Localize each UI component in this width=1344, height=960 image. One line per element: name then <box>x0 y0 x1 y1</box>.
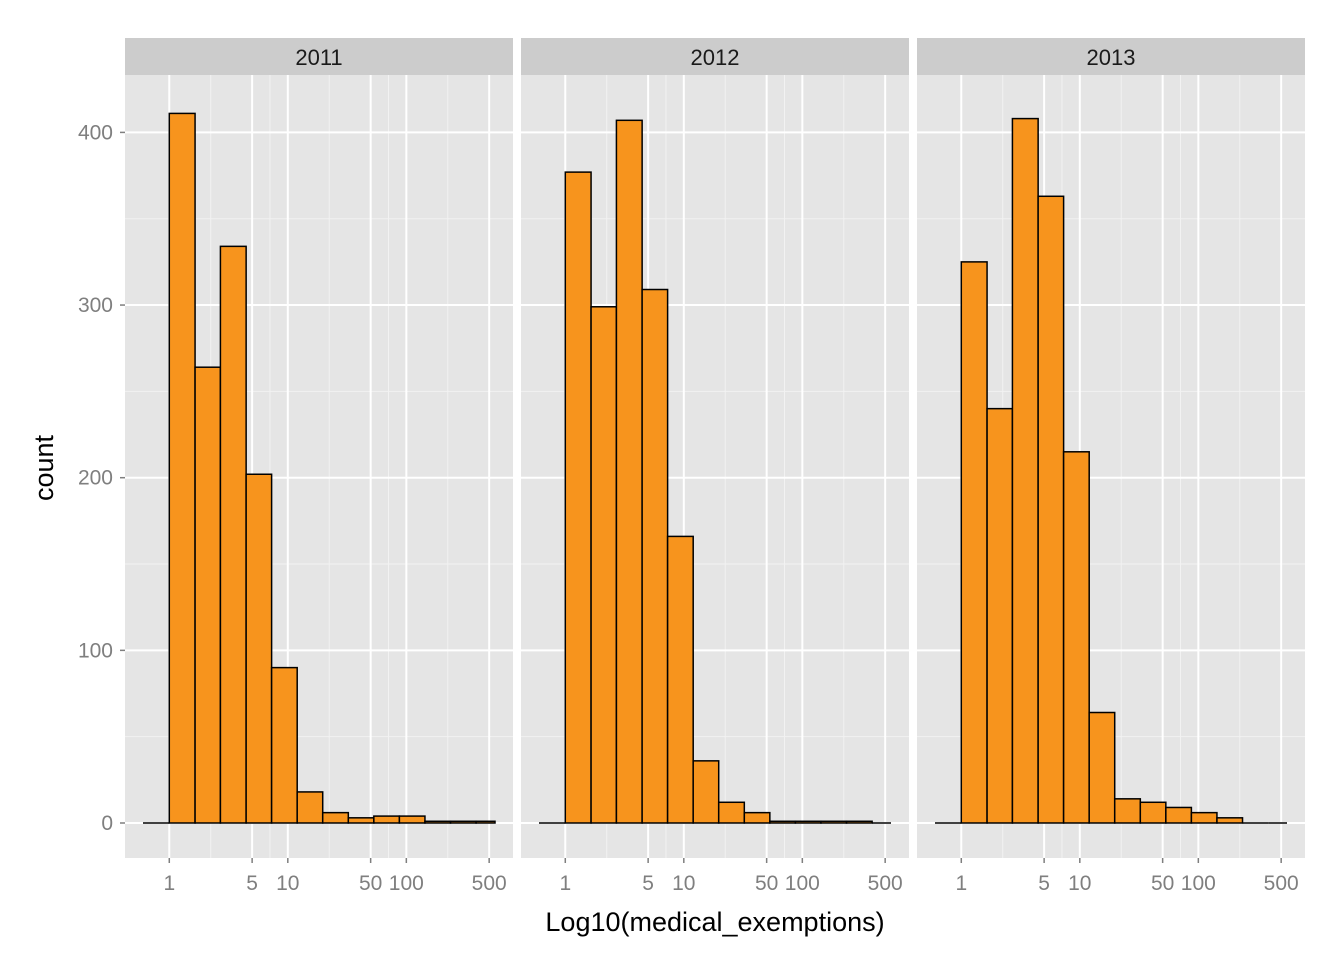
histogram-bar <box>245 473 273 824</box>
y-tick-label: 100 <box>78 639 113 662</box>
facet-panel-2011: 2011 1 5 10 50 100 500 <box>125 38 513 895</box>
y-tick-label: 200 <box>78 467 113 490</box>
facet-strip <box>917 38 1305 75</box>
x-tick-label: 500 <box>472 872 507 895</box>
y-axis: 0 100 200 300 400 <box>78 121 125 835</box>
facet-strip <box>125 38 513 75</box>
histogram-bar <box>666 535 694 824</box>
histogram-bar <box>1139 801 1167 824</box>
histogram-bar <box>347 817 375 824</box>
x-tick-label: 100 <box>1181 872 1216 895</box>
facet-strip-label: 2012 <box>691 45 740 70</box>
histogram-bar <box>373 815 401 824</box>
facet-strip <box>521 38 909 75</box>
histogram-bar <box>769 820 797 824</box>
histogram-bar <box>398 815 426 824</box>
x-tick-label: 100 <box>785 872 820 895</box>
histogram-bar <box>590 306 618 824</box>
y-tick-label: 400 <box>78 121 113 144</box>
x-tick-label: 50 <box>1151 872 1174 895</box>
histogram-bar <box>270 666 298 824</box>
histogram-bar <box>641 288 669 824</box>
x-tick-label: 5 <box>1038 872 1050 895</box>
histogram-bar <box>794 820 822 824</box>
facet-strip-label: 2013 <box>1087 45 1136 70</box>
histogram-bar <box>1037 195 1065 824</box>
x-tick-label: 10 <box>276 872 299 895</box>
x-tick-label: 100 <box>389 872 424 895</box>
histogram-bar <box>615 119 643 824</box>
x-tick-label: 1 <box>163 872 175 895</box>
histogram-bar <box>717 801 746 824</box>
histogram-bar <box>194 366 222 824</box>
histogram-bar <box>475 820 496 824</box>
facet-panel-2013: 2013 1 5 10 50 100 500 <box>917 38 1305 895</box>
x-tick-label: 1 <box>955 872 967 895</box>
histogram-bar <box>449 820 477 824</box>
histogram-bar <box>845 820 873 824</box>
histogram-bar <box>1113 798 1142 824</box>
histogram-bar <box>1011 117 1039 824</box>
facet-panel-2012: 2012 1 5 10 50 100 500 <box>521 38 909 895</box>
histogram-bar <box>321 811 350 824</box>
histogram-bar <box>1190 811 1218 824</box>
y-tick-label: 0 <box>101 812 113 835</box>
x-tick-label: 500 <box>1264 872 1299 895</box>
facet-strip-label: 2011 <box>295 45 342 70</box>
y-axis-title: count <box>29 434 59 501</box>
x-tick-label: 10 <box>1068 872 1091 895</box>
histogram-bar <box>1216 817 1244 824</box>
x-tick-label: 50 <box>359 872 382 895</box>
x-tick-label: 10 <box>672 872 695 895</box>
histogram-bar <box>168 112 196 824</box>
x-tick-label: 5 <box>246 872 258 895</box>
histogram-bar <box>743 811 771 824</box>
histogram-bar <box>960 261 988 824</box>
histogram-bar <box>296 791 324 824</box>
histogram-bar <box>1088 711 1116 824</box>
y-tick-label: 300 <box>78 294 113 317</box>
x-tick-label: 5 <box>642 872 654 895</box>
histogram-bar <box>692 760 720 824</box>
histogram-bar <box>1165 806 1193 824</box>
histogram-bar <box>219 245 247 824</box>
x-tick-label: 1 <box>559 872 571 895</box>
histogram-bar <box>1062 451 1090 824</box>
x-tick-label: 50 <box>755 872 778 895</box>
histogram-bar <box>564 171 592 824</box>
histogram-bar <box>424 820 452 824</box>
panels-layer: 2011 1 5 10 50 100 500 2012 1 5 10 50 100 500 2013 1 5 10… <box>125 38 1305 895</box>
histogram-bar <box>820 820 848 824</box>
histogram-bar <box>986 407 1014 824</box>
x-axis-title: Log10(medical_exemptions) <box>545 907 884 937</box>
x-tick-label: 500 <box>868 872 903 895</box>
